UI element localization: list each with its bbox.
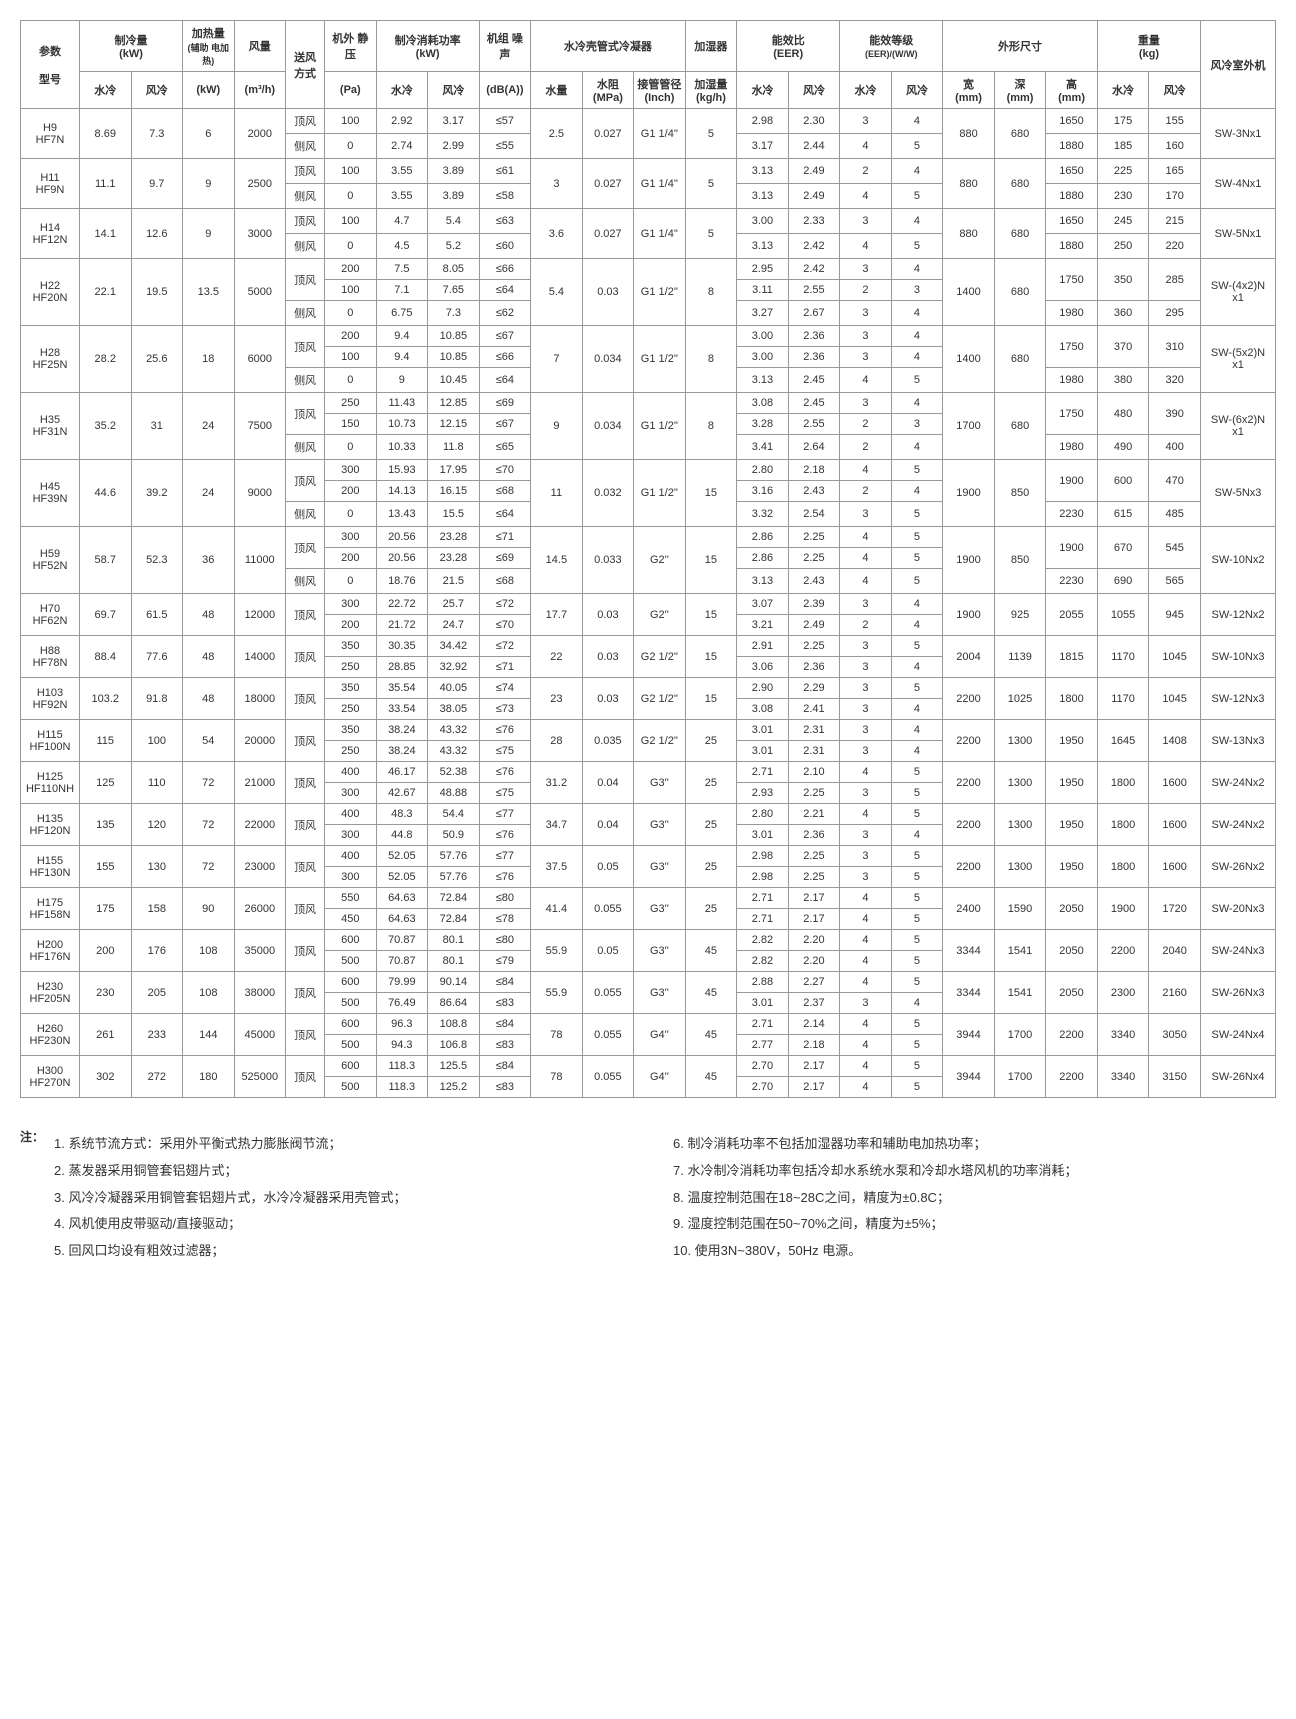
header-condenser: 水冷壳管式冷凝器 (531, 21, 686, 72)
notes-label: 注： (20, 1128, 44, 1145)
header-heating: 加热量 (192, 28, 225, 40)
note-item: 4. 风机使用皮带驱动/直接驱动； (54, 1214, 406, 1235)
table-row: H22 HF20N22.119.513.55000顶风2007.58.05≤66… (21, 259, 1276, 280)
table-row: H125 HF110NH1251107221000顶风40046.1752.38… (21, 762, 1276, 783)
header-eer: 能效比 (772, 35, 805, 47)
header-noise: 机组 噪声 (487, 33, 523, 61)
header-param: 参数 (39, 46, 61, 58)
table-row: H155 HF130N1551307223000顶风40052.0557.76≤… (21, 846, 1276, 867)
notes-section: 注： 1. 系统节流方式：采用外平衡式热力膨胀阀节流； 2. 蒸发器采用铜管套铝翅… (20, 1128, 1276, 1268)
table-row: H45 HF39N44.639.2249000顶风30015.9317.95≤7… (21, 460, 1276, 481)
note-item: 9. 湿度控制范围在50~70%之间，精度为±5%； (673, 1214, 1276, 1235)
table-row: H115 HF100N1151005420000顶风35038.2443.32≤… (21, 720, 1276, 741)
header-weight: 重量 (1138, 35, 1160, 47)
spec-table: 参数型号 制冷量(kW) 加热量(辅助 电加热) 风量 送风 方式 机外 静压 … (20, 20, 1276, 1098)
table-row: H200 HF176N20017610835000顶风60070.8780.1≤… (21, 930, 1276, 951)
header-eergrade: 能效等级 (869, 35, 913, 47)
note-item: 10. 使用3N~380V，50Hz 电源。 (673, 1241, 1276, 1262)
note-item: 3. 风冷冷凝器采用铜管套铝翅片式，水冷冷凝器采用壳管式； (54, 1188, 406, 1209)
header-model: 型号 (39, 74, 61, 86)
table-row: H11 HF9N11.19.792500顶风1003.553.89≤6130.0… (21, 159, 1276, 184)
table-row: H14 HF12N14.112.693000顶风1004.75.4≤633.60… (21, 209, 1276, 234)
header-power: 制冷消耗功率 (395, 35, 461, 47)
header-airvol: 风量 (249, 41, 271, 53)
table-row: H300 HF270N302272180525000顶风600118.3125.… (21, 1056, 1276, 1077)
header-supply: 送风 方式 (286, 21, 325, 109)
table-row: H175 HF158N1751589026000顶风55064.6372.84≤… (21, 888, 1276, 909)
table-row: H135 HF120N1351207222000顶风40048.354.4≤77… (21, 804, 1276, 825)
header-dim: 外形尺寸 (943, 21, 1098, 72)
table-row: H59 HF52N58.752.33611000顶风30020.5623.28≤… (21, 527, 1276, 548)
note-item: 2. 蒸发器采用铜管套铝翅片式； (54, 1161, 406, 1182)
table-row: H35 HF31N35.231247500顶风25011.4312.85≤699… (21, 393, 1276, 414)
header-static: 机外 静压 (332, 33, 368, 61)
note-item: 1. 系统节流方式：采用外平衡式热力膨胀阀节流； (54, 1134, 406, 1155)
note-item: 7. 水冷制冷消耗功率包括冷却水系统水泵和冷却水塔风机的功率消耗； (673, 1161, 1276, 1182)
header-cooling: 制冷量 (115, 35, 148, 47)
table-row: H230 HF205N23020510838000顶风60079.9990.14… (21, 972, 1276, 993)
note-item: 5. 回风口均设有粗效过滤器； (54, 1241, 406, 1262)
table-row: H88 HF78N88.477.64814000顶风35030.3534.42≤… (21, 636, 1276, 657)
table-row: H28 HF25N28.225.6186000顶风2009.410.85≤677… (21, 326, 1276, 347)
table-row: H70 HF62N69.761.54812000顶风30022.7225.7≤7… (21, 594, 1276, 615)
table-row: H260 HF230N26123314445000顶风60096.3108.8≤… (21, 1014, 1276, 1035)
header-outdoor: 风冷室外机 (1201, 21, 1276, 109)
note-item: 6. 制冷消耗功率不包括加湿器功率和辅助电加热功率； (673, 1134, 1276, 1155)
table-row: H103 HF92N103.291.84818000顶风35035.5440.0… (21, 678, 1276, 699)
table-row: H9 HF7N8.697.362000顶风1002.923.17≤572.50.… (21, 109, 1276, 134)
note-item: 8. 温度控制范围在18~28C之间，精度为±0.8C； (673, 1188, 1276, 1209)
header-humidifier: 加湿器 (685, 21, 737, 72)
